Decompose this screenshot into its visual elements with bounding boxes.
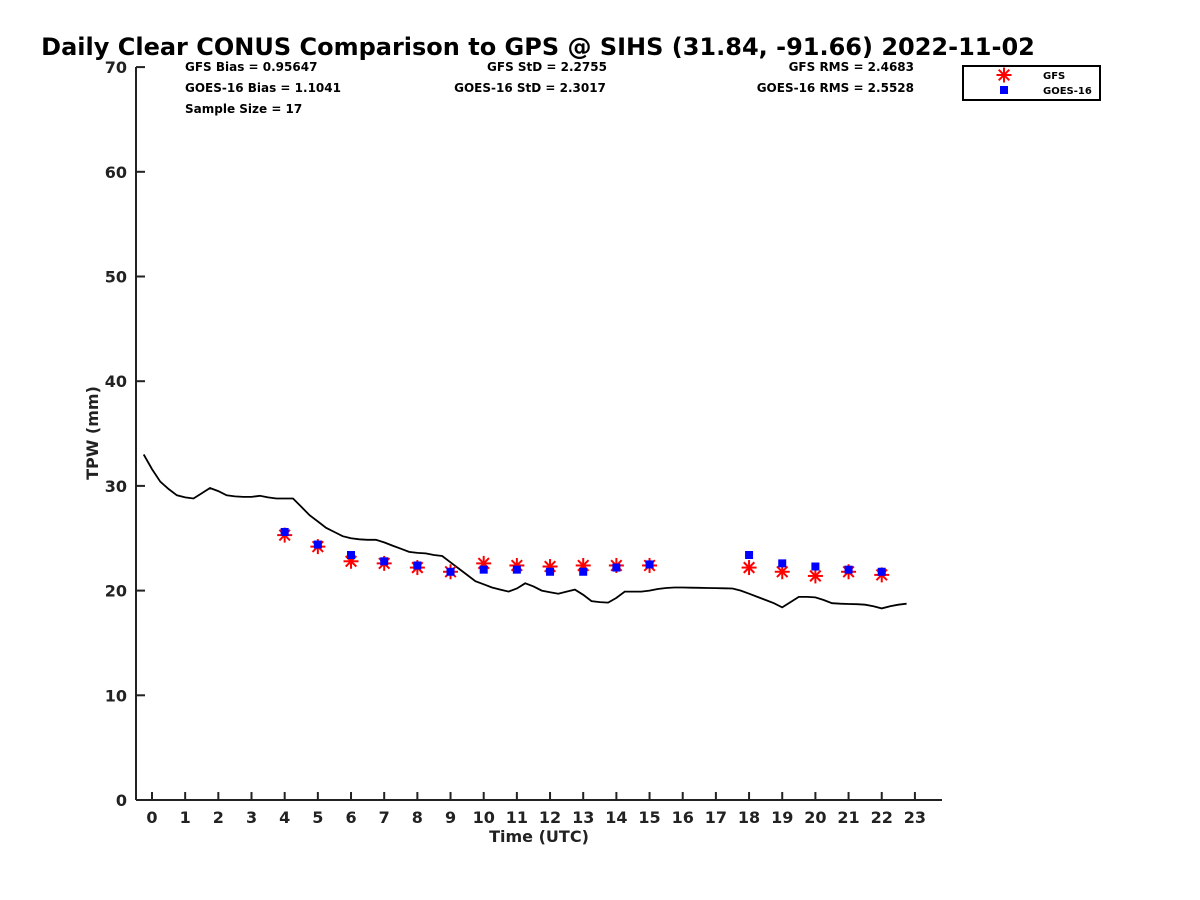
x-tick-label: 17: [705, 808, 727, 827]
gfs-bias-stat: GFS Bias = 0.95647: [185, 60, 317, 74]
x-axis-ticks: 0 1 2 3 4 5 6 7 8 9 10 11 12 13 14 15 16 17 18 19 20 21 22 23: [146, 792, 926, 827]
legend-box: [962, 65, 1101, 101]
x-tick-label: 2: [213, 808, 224, 827]
x-tick-label: 19: [771, 808, 793, 827]
x-tick-label: 1: [180, 808, 191, 827]
x-axis-label: Time (UTC): [489, 827, 589, 846]
goes-point: [280, 527, 289, 536]
x-tick-label: 0: [146, 808, 157, 827]
x-tick-label: 12: [539, 808, 561, 827]
gfs-point: [741, 560, 757, 576]
goes-bias-stat: GOES-16 Bias = 1.1041: [185, 81, 341, 95]
goes-point: [778, 559, 787, 568]
goes-point: [313, 540, 322, 549]
x-tick-label: 3: [246, 808, 257, 827]
x-tick-label: 9: [445, 808, 456, 827]
x-tick-label: 11: [506, 808, 528, 827]
y-tick-label: 0: [116, 791, 127, 810]
goes-point: [413, 561, 422, 570]
x-tick-label: 5: [312, 808, 323, 827]
y-axis-label: TPW (mm): [83, 386, 102, 480]
stats-block: GFS Bias = 0.95647 GOES-16 Bias = 1.1041…: [185, 60, 914, 116]
chart-title: Daily Clear CONUS Comparison to GPS @ SI…: [41, 33, 1035, 61]
goes-std-stat: GOES-16 StD = 2.3017: [454, 81, 606, 95]
x-tick-label: 21: [837, 808, 859, 827]
x-tick-label: 20: [804, 808, 826, 827]
x-tick-label: 13: [572, 808, 594, 827]
goes-point: [512, 565, 521, 574]
gps-series-line: [142, 454, 907, 610]
legend-gfs-asterisk-icon: [996, 67, 1012, 83]
goes-point: [546, 567, 555, 576]
y-tick-label: 10: [105, 686, 127, 705]
x-tick-label: 16: [672, 808, 694, 827]
y-tick-label: 30: [105, 477, 127, 496]
x-tick-label: 6: [345, 808, 356, 827]
gfs-rms-stat: GFS RMS = 2.4683: [789, 60, 914, 74]
legend-gfs-asterisk-mark: [996, 67, 1012, 83]
y-tick-label: 50: [105, 268, 127, 287]
legend-goes-square-icon: [1000, 86, 1008, 94]
y-tick-label: 20: [105, 582, 127, 601]
goes-rms-stat: GOES-16 RMS = 2.5528: [757, 81, 914, 95]
x-tick-label: 10: [473, 808, 495, 827]
goes-point: [877, 567, 886, 576]
goes-point: [380, 557, 389, 566]
x-tick-label: 8: [412, 808, 423, 827]
legend: GFS GOES-16: [962, 65, 1101, 101]
y-axis-ticks: 0 10 20 30 40 50 60 70: [105, 58, 145, 810]
x-tick-label: 7: [379, 808, 390, 827]
gfs-point: [807, 568, 823, 584]
goes-point: [479, 565, 488, 574]
y-tick-label: 40: [105, 372, 127, 391]
goes-point: [645, 560, 654, 569]
goes-point: [844, 565, 853, 574]
gfs-std-stat: GFS StD = 2.2755: [487, 60, 607, 74]
legend-gfs-label: GFS: [1043, 71, 1065, 82]
x-tick-label: 23: [904, 808, 926, 827]
x-tick-label: 22: [871, 808, 893, 827]
goes-point: [745, 551, 754, 560]
legend-goes-label: GOES-16: [1043, 86, 1092, 97]
goes-point: [446, 567, 455, 576]
goes-point: [579, 567, 588, 576]
x-tick-label: 14: [605, 808, 627, 827]
sample-size-stat: Sample Size = 17: [185, 102, 302, 116]
goes-point: [347, 551, 356, 560]
goes-point: [612, 563, 621, 572]
x-tick-label: 4: [279, 808, 290, 827]
goes-point: [811, 562, 820, 571]
x-tick-label: 15: [638, 808, 660, 827]
goes-series-points: [280, 527, 886, 576]
y-tick-label: 70: [105, 58, 127, 77]
x-tick-label: 18: [738, 808, 760, 827]
y-tick-label: 60: [105, 163, 127, 182]
